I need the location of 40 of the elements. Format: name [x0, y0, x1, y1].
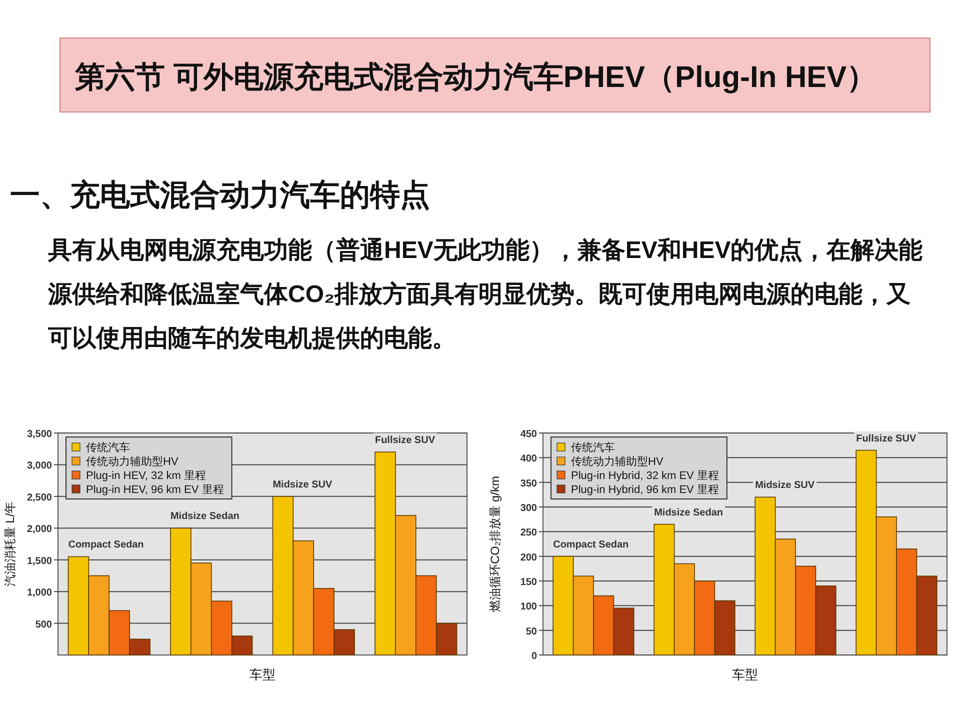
x-tick-label: Compact Sedan [68, 540, 144, 551]
y-tick-label: 2,000 [26, 524, 52, 536]
y-axis-title: 汽油消耗量 L/年 [3, 501, 17, 587]
legend-label: 传统动力辅助型HV [86, 455, 179, 468]
y-tick-label: 3,000 [26, 460, 52, 472]
legend-label: 传统汽车 [86, 441, 130, 454]
x-tick-label: Midsize Sedan [654, 507, 724, 518]
legend-label: Plug-in HEV, 96 km EV 里程 [86, 484, 224, 496]
y-tick-label: 500 [35, 619, 52, 630]
y-tick-label: 1,000 [26, 588, 52, 599]
legend-label: Plug-in Hybrid, 96 km EV 里程 [571, 484, 719, 496]
y-tick-label: 450 [520, 429, 538, 440]
y-tick-label: 250 [520, 528, 538, 539]
y-axis-title: 燃油循环CO₂排放量 g/km [488, 476, 502, 612]
x-tick-label: Midsize SUV [755, 480, 815, 492]
y-tick-label: 150 [520, 577, 538, 588]
y-tick-label: 50 [526, 626, 538, 638]
legend-label: 传统汽车 [571, 441, 615, 454]
y-tick-label: 2,500 [26, 492, 52, 504]
x-tick-label: Midsize Sedan [170, 511, 240, 522]
x-tick-label: Fullsize SUV [374, 435, 436, 446]
legend-label: Plug-in Hybrid, 32 km EV 里程 [571, 470, 719, 482]
y-tick-label: 100 [520, 602, 538, 613]
y-tick-label: 350 [520, 478, 538, 490]
text: 第六节 可外电源充电式混合动力汽车PHEV（Plug-In HEV） [74, 60, 877, 94]
legend-label: Plug-in HEV, 32 km 里程 [86, 470, 206, 482]
text: 具有从电网电源充电功能（普通HEV无此功能），兼备EV和HEV的优点，在解决能源供给和降低温室气体CO₂排放方面具有明显优势。既可使用电网电源的电能，又可以使用由随车的发电机提供的电能。 [47, 236, 923, 352]
x-tick-label: Midsize SUV [272, 479, 333, 490]
y-tick-label: 300 [520, 503, 538, 514]
x-axis-title: 车型 [250, 667, 276, 682]
x-tick-label: Compact Sedan [553, 539, 629, 550]
y-tick-label: 3,500 [26, 429, 52, 440]
legend-label: 传统动力辅助型HV [571, 455, 664, 468]
text: 一、充电式混合动力汽车的特点 [10, 178, 430, 212]
y-tick-label: 200 [520, 552, 538, 564]
y-tick-label: 0 [531, 651, 538, 662]
y-tick-label: 400 [520, 454, 538, 465]
x-axis-title: 车型 [732, 667, 758, 682]
y-tick-label: 1,500 [26, 556, 52, 567]
x-tick-label: Fullsize SUV [856, 433, 916, 444]
